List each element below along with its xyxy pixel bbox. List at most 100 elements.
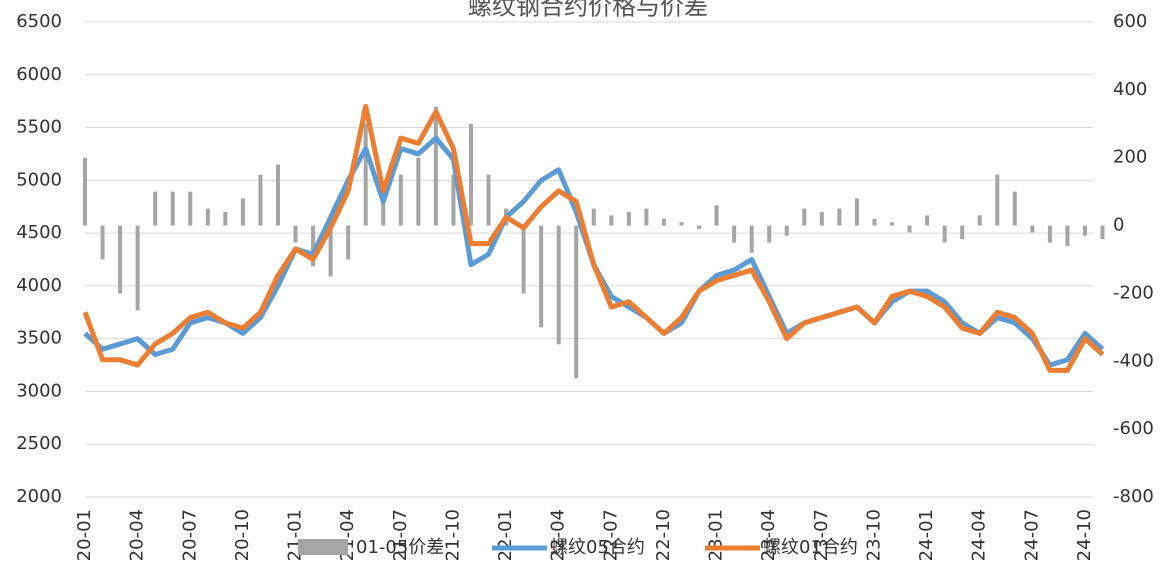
y-tick-label: 3500 bbox=[16, 328, 62, 349]
bar bbox=[1083, 225, 1087, 236]
x-tick-label: 22-10 bbox=[653, 509, 674, 561]
bar bbox=[258, 174, 263, 226]
bar bbox=[416, 157, 421, 226]
bar bbox=[1100, 225, 1105, 240]
legend-item: 01-05价差 bbox=[298, 537, 444, 558]
bar bbox=[153, 191, 158, 226]
bar bbox=[679, 222, 684, 226]
y-tick-label: 5000 bbox=[16, 169, 62, 190]
bar bbox=[381, 191, 386, 226]
y2-tick-label: -200 bbox=[1113, 282, 1154, 303]
y-tick-label: 3000 bbox=[16, 380, 62, 401]
bar bbox=[837, 208, 842, 226]
bar bbox=[942, 225, 947, 243]
bar bbox=[977, 215, 982, 226]
bar bbox=[398, 174, 403, 226]
bar bbox=[556, 225, 561, 345]
y2-tick-label: -400 bbox=[1113, 350, 1154, 371]
y-tick-label: 2500 bbox=[16, 433, 62, 454]
bar bbox=[311, 225, 316, 267]
bar bbox=[346, 225, 351, 260]
bar bbox=[275, 164, 280, 226]
bar bbox=[293, 225, 298, 243]
y-tick-label: 4500 bbox=[16, 222, 62, 243]
bar bbox=[574, 225, 579, 379]
bar bbox=[784, 225, 789, 236]
bar bbox=[644, 208, 649, 226]
bar bbox=[539, 225, 544, 328]
legend-label: 螺纹01合约 bbox=[763, 537, 858, 558]
bar bbox=[188, 191, 193, 226]
y-tick-label: 2000 bbox=[16, 486, 62, 507]
bar bbox=[486, 174, 491, 226]
line bbox=[83, 135, 1105, 368]
y-tick-label: 6000 bbox=[16, 64, 62, 85]
y2-tick-label: 0 bbox=[1113, 215, 1124, 236]
x-tick-label: 23-10 bbox=[863, 509, 884, 561]
x-tick-label: 20-10 bbox=[232, 509, 253, 561]
x-tick-label: 22-04 bbox=[548, 509, 569, 561]
bar bbox=[591, 208, 596, 226]
bar bbox=[468, 123, 473, 226]
bar bbox=[872, 218, 877, 226]
bar bbox=[100, 225, 105, 260]
legend-swatch bbox=[298, 539, 348, 555]
bar bbox=[1047, 225, 1052, 243]
x-tick-label: 20-07 bbox=[179, 509, 200, 561]
y2-tick-label: -800 bbox=[1113, 486, 1154, 507]
x-tick-label: 20-04 bbox=[127, 509, 148, 561]
bar bbox=[925, 215, 930, 226]
bar bbox=[995, 174, 1000, 226]
x-tick-label: 23-01 bbox=[706, 509, 727, 561]
bar bbox=[626, 212, 631, 226]
x-tick-label: 21-07 bbox=[390, 509, 411, 561]
legend-label: 螺纹05合约 bbox=[550, 537, 645, 558]
bar bbox=[363, 123, 368, 226]
bar bbox=[1012, 191, 1017, 226]
bar bbox=[819, 212, 824, 226]
bar bbox=[714, 205, 719, 226]
bar bbox=[854, 198, 859, 226]
bar bbox=[661, 218, 666, 226]
line bbox=[82, 103, 1105, 373]
bar bbox=[205, 208, 210, 226]
bar bbox=[240, 198, 245, 226]
x-tick-label: 24-01 bbox=[916, 509, 937, 561]
bar bbox=[170, 191, 175, 226]
legend-item: 螺纹05合约 bbox=[492, 537, 645, 558]
bar bbox=[135, 225, 140, 311]
x-tick-label: 23-07 bbox=[811, 509, 832, 561]
y-tick-label: 6500 bbox=[16, 11, 62, 32]
bar bbox=[118, 225, 123, 294]
bar bbox=[521, 225, 526, 294]
bar bbox=[433, 106, 438, 226]
bar bbox=[767, 225, 772, 243]
bar bbox=[802, 208, 807, 226]
bar bbox=[609, 215, 614, 226]
x-tick-label: 24-10 bbox=[1074, 509, 1095, 561]
bar bbox=[1065, 225, 1070, 246]
x-tick-label: 24-04 bbox=[969, 509, 990, 561]
y2-tick-label: 600 bbox=[1113, 11, 1147, 32]
bar bbox=[1030, 225, 1035, 233]
x-tick-label: 23-04 bbox=[758, 509, 779, 561]
y-tick-label: 4000 bbox=[16, 275, 62, 296]
bar bbox=[890, 222, 895, 226]
y-tick-label: 5500 bbox=[16, 117, 62, 138]
x-tick-label: 20-01 bbox=[74, 509, 95, 561]
x-tick-label: 22-07 bbox=[600, 509, 621, 561]
bar bbox=[328, 225, 333, 277]
y2-tick-label: -600 bbox=[1113, 418, 1154, 439]
y2-tick-label: 400 bbox=[1113, 79, 1147, 100]
bar bbox=[697, 225, 702, 229]
bar bbox=[749, 225, 754, 253]
bar bbox=[451, 174, 456, 226]
legend-item: 螺纹01合约 bbox=[705, 537, 858, 558]
chart-title: 螺纹钢合约价格与价差 bbox=[468, 0, 708, 21]
bar bbox=[223, 212, 228, 226]
bar bbox=[83, 157, 87, 226]
bar bbox=[907, 225, 912, 233]
x-tick-label: 22-01 bbox=[495, 509, 516, 561]
x-tick-label: 24-07 bbox=[1021, 509, 1042, 561]
